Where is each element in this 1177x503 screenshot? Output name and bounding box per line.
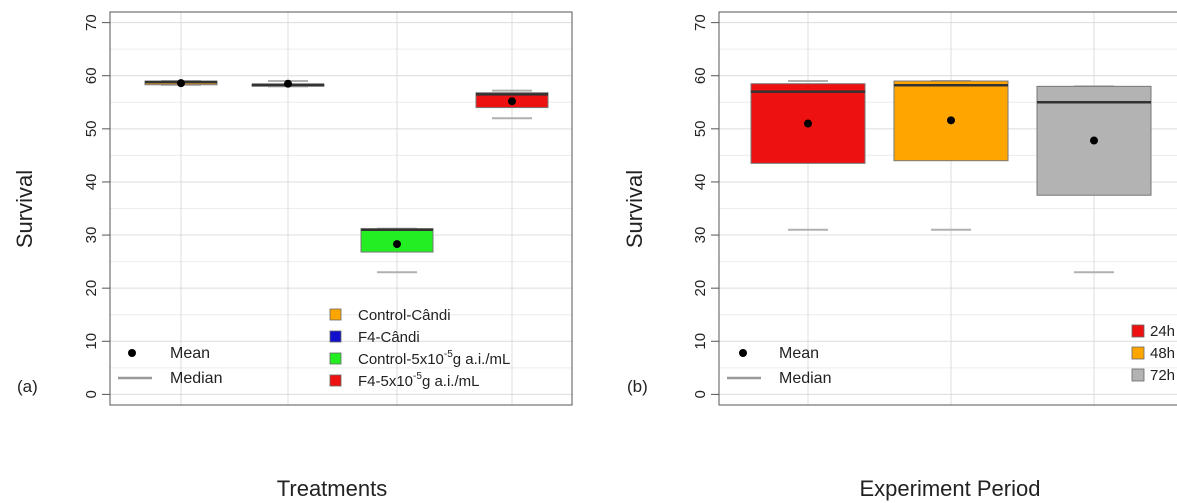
legend-label: F4-Cândi [358, 329, 420, 346]
y-tick-label: 60 [692, 67, 709, 84]
plot-frame [109, 11, 573, 406]
legend: Mean Median Control-Cândi F4-Cândi Control-5… [118, 307, 510, 390]
box-group [750, 80, 866, 231]
box-group [893, 80, 1009, 231]
y-tick-label: 70 [692, 14, 709, 31]
y-tick-label: 0 [692, 390, 709, 398]
legend-mean-symbol [739, 349, 747, 357]
y-axis-label: Survival [622, 170, 647, 248]
legend-label-unit: g a.i./mL [422, 373, 480, 390]
y-tick-label: 50 [692, 120, 709, 137]
plot-frame [718, 11, 1177, 406]
mean-point [947, 116, 955, 125]
legend-label: 72h [1150, 367, 1175, 384]
legend-swatch [329, 308, 342, 321]
legend-label-exponent: -5 [444, 349, 453, 360]
y-tick-label: 70 [83, 14, 100, 31]
mean-point [804, 119, 812, 128]
legend: Mean Median 24h 48h 72h [727, 323, 1175, 387]
panel-a: 0 10 20 30 40 50 60 70 (a) Survival Treatments Mean… [12, 11, 573, 501]
y-tick-label: 60 [83, 67, 100, 84]
legend-label-unit: g a.i./mL [453, 351, 511, 368]
mean-point [393, 240, 401, 249]
legend-label: Median [170, 370, 222, 387]
panel-label: (b) [627, 377, 648, 396]
x-axis-label: Treatments [277, 476, 387, 501]
legend-swatch [329, 330, 342, 343]
mean-point [1090, 136, 1098, 145]
y-tick-label: 0 [83, 390, 100, 398]
legend-label: Control-Cândi [358, 307, 451, 324]
mean-point [508, 97, 516, 106]
y-tick-label: 40 [83, 174, 100, 191]
legend-label-text: F4-5x10 [358, 373, 413, 390]
y-tick-label: 30 [692, 227, 709, 244]
panel-b: 0 10 20 30 40 50 60 70 (b) Survival Experiment Per… [622, 11, 1177, 501]
y-tick-label: 30 [83, 227, 100, 244]
legend-label-exponent: -5 [413, 371, 422, 382]
legend-swatch [329, 352, 342, 365]
legend-swatch [1131, 368, 1145, 382]
legend-label: Median [779, 370, 831, 387]
legend-mean-symbol [128, 349, 136, 357]
y-tick-label: 50 [83, 120, 100, 137]
x-axis-label: Experiment Period [860, 476, 1041, 501]
legend-swatch [1131, 346, 1145, 360]
legend-label: Control-5x10-5g a.i./mL [358, 349, 510, 368]
box-group [251, 79, 325, 88]
box-group [475, 89, 549, 120]
y-tick-label: 20 [83, 280, 100, 297]
mean-point [177, 79, 185, 88]
legend-swatch [329, 374, 342, 387]
legend-swatch [1131, 324, 1145, 338]
legend-label-text: Control-5x10 [358, 351, 444, 368]
y-tick-label: 10 [692, 333, 709, 350]
y-tick-label: 20 [692, 280, 709, 297]
panel-label: (a) [17, 377, 38, 396]
legend-label: 48h [1150, 345, 1175, 362]
box-group [144, 79, 218, 88]
y-axis-label: Survival [12, 170, 37, 248]
legend-label: Mean [170, 345, 210, 362]
legend-label: F4-5x10-5g a.i./mL [358, 371, 479, 390]
y-tick-label: 10 [83, 333, 100, 350]
box-group [360, 227, 434, 274]
legend-label: 24h [1150, 323, 1175, 340]
box-group [1036, 85, 1152, 274]
legend-label: Mean [779, 345, 819, 362]
mean-point [284, 79, 292, 88]
y-tick-label: 40 [692, 174, 709, 191]
